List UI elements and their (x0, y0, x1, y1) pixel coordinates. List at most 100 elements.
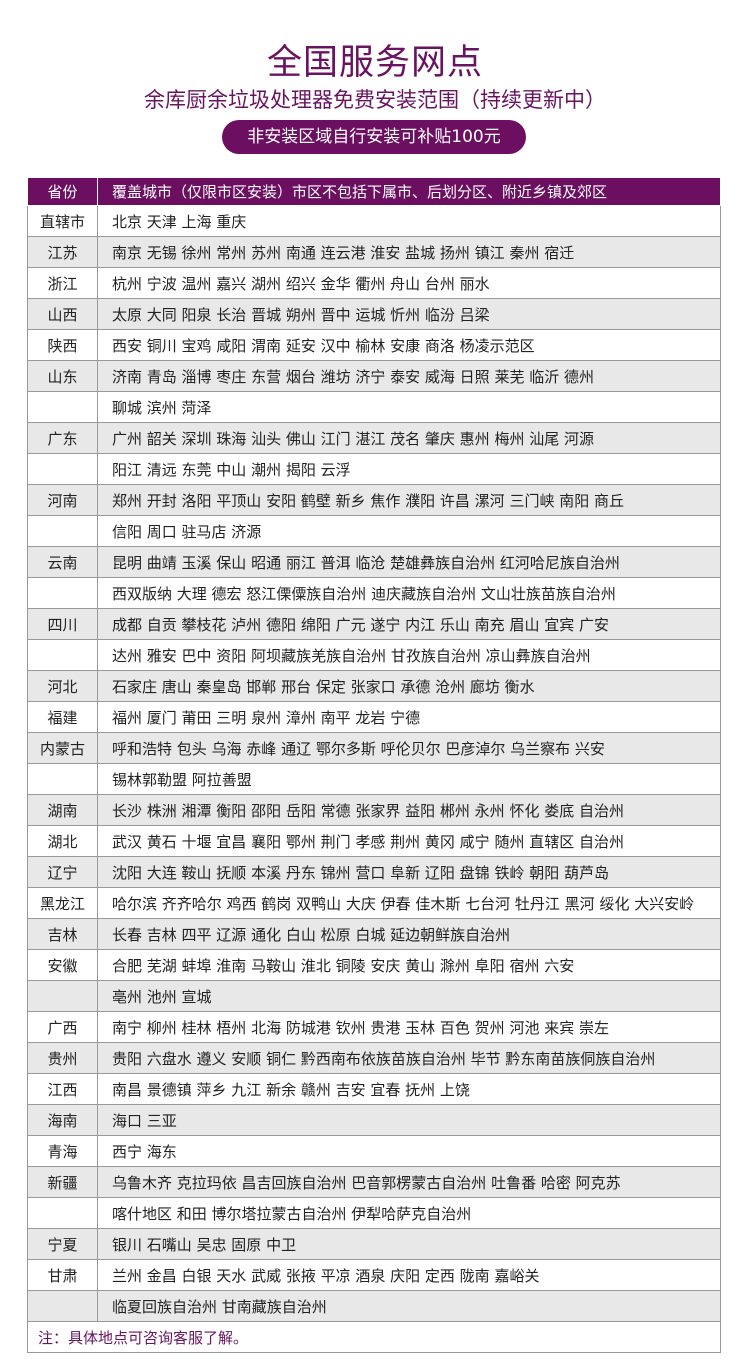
province-cell: 内蒙古 (27, 732, 98, 764)
province-cell: 云南 (27, 546, 98, 578)
cities-cell: 亳州 池州 宣城 (97, 980, 721, 1012)
table-row: 四川 成都 自贡 攀枝花 泸州 德阳 绵阳 广元 遂宁 内江 乐山 南充 眉山 宜… (27, 608, 721, 640)
cities-cell: 成都 自贡 攀枝花 泸州 德阳 绵阳 广元 遂宁 内江 乐山 南充 眉山 宜宾 … (97, 608, 721, 640)
province-cell: 江西 (27, 1073, 98, 1105)
province-cell: 安徽 (27, 949, 98, 981)
table-row: 山东 济南 青岛 淄博 枣庄 东营 烟台 潍坊 济宁 泰安 威海 日照 莱芜 临沂… (27, 360, 721, 392)
table-row: 信阳 周口 驻马店 济源 (27, 515, 721, 547)
table-row: 海南 海口 三亚 (27, 1104, 721, 1136)
province-cell (27, 453, 98, 485)
cities-cell: 贵阳 六盘水 遵义 安顺 铜仁 黔西南布依族苗族自治州 毕节 黔东南苗族侗族自治… (97, 1042, 721, 1074)
cities-cell: 喀什地区 和田 博尔塔拉蒙古自治州 伊犁哈萨克自治州 (97, 1197, 721, 1229)
header-province: 省份 (27, 177, 98, 206)
cities-cell: 南宁 柳州 桂林 梧州 北海 防城港 钦州 贵港 玉林 百色 贺州 河池 来宾 … (97, 1011, 721, 1043)
province-cell: 浙江 (27, 267, 98, 299)
province-cell: 宁夏 (27, 1228, 98, 1260)
province-cell: 黑龙江 (27, 887, 98, 919)
cities-cell: 兰州 金昌 白银 天水 武威 张掖 平凉 酒泉 庆阳 定西 陇南 嘉峪关 (97, 1259, 721, 1291)
cities-cell: 长沙 株洲 湘潭 衡阳 邵阳 岳阳 常德 张家界 益阳 郴州 永州 怀化 娄底 … (97, 794, 721, 826)
table-row: 喀什地区 和田 博尔塔拉蒙古自治州 伊犁哈萨克自治州 (27, 1197, 721, 1229)
province-cell: 广西 (27, 1011, 98, 1043)
cities-cell: 合肥 芜湖 蚌埠 淮南 马鞍山 淮北 铜陵 安庆 黄山 滁州 阜阳 宿州 六安 (97, 949, 721, 981)
province-cell (27, 1197, 98, 1229)
cities-cell: 沈阳 大连 鞍山 抚顺 本溪 丹东 锦州 营口 阜新 辽阳 盘锦 铁岭 朝阳 葫… (97, 856, 721, 888)
cities-cell: 杭州 宁波 温州 嘉兴 湖州 绍兴 金华 衢州 舟山 台州 丽水 (97, 267, 721, 299)
province-cell (27, 577, 98, 609)
table-row: 锡林郭勒盟 阿拉善盟 (27, 763, 721, 795)
cities-cell: 西安 铜川 宝鸡 咸阳 渭南 延安 汉中 榆林 安康 商洛 杨凌示范区 (97, 329, 721, 361)
province-cell: 江苏 (27, 236, 98, 268)
cities-cell: 信阳 周口 驻马店 济源 (97, 515, 721, 547)
table-header: 省份 覆盖城市（仅限市区安装）市区不包括下属市、后划分区、附近乡镇及郊区 (27, 177, 721, 206)
table-row: 陕西 西安 铜川 宝鸡 咸阳 渭南 延安 汉中 榆林 安康 商洛 杨凌示范区 (27, 329, 721, 361)
cities-cell: 乌鲁木齐 克拉玛依 昌吉回族自治州 巴音郭楞蒙古自治州 吐鲁番 哈密 阿克苏 (97, 1166, 721, 1198)
table-row: 湖南 长沙 株洲 湘潭 衡阳 邵阳 岳阳 常德 张家界 益阳 郴州 永州 怀化 娄… (27, 794, 721, 826)
cities-cell: 石家庄 唐山 秦皇岛 邯郸 邢台 保定 张家口 承德 沧州 廊坊 衡水 (97, 670, 721, 702)
table-row: 甘肃 兰州 金昌 白银 天水 武威 张掖 平凉 酒泉 庆阳 定西 陇南 嘉峪关 (27, 1259, 721, 1291)
table-row: 聊城 滨州 菏泽 (27, 391, 721, 423)
cities-cell: 海口 三亚 (97, 1104, 721, 1136)
province-cell: 山东 (27, 360, 98, 392)
table-row: 内蒙古 呼和浩特 包头 乌海 赤峰 通辽 鄂尔多斯 呼伦贝尔 巴彦淖尔 乌兰察布 … (27, 732, 721, 764)
cities-cell: 南京 无锡 徐州 常州 苏州 南通 连云港 淮安 盐城 扬州 镇江 秦州 宿迁 (97, 236, 721, 268)
table-row: 临夏回族自治州 甘南藏族自治州 (27, 1290, 721, 1322)
table-row: 广东 广州 韶关 深圳 珠海 汕头 佛山 江门 湛江 茂名 肇庆 惠州 梅州 汕尾… (27, 422, 721, 454)
table-row: 广西 南宁 柳州 桂林 梧州 北海 防城港 钦州 贵港 玉林 百色 贺州 河池 来… (27, 1011, 721, 1043)
note-row: 注：具体地点可咨询客服了解。 (27, 1321, 721, 1353)
subsidy-badge: 非安装区域自行安装可补贴100元 (222, 120, 526, 154)
cities-cell: 阳江 清远 东莞 中山 潮州 揭阳 云浮 (97, 453, 721, 485)
service-area-table: 省份 覆盖城市（仅限市区安装）市区不包括下属市、后划分区、附近乡镇及郊区 直辖市… (27, 177, 721, 1353)
province-cell: 福建 (27, 701, 98, 733)
province-cell: 贵州 (27, 1042, 98, 1074)
province-cell (27, 980, 98, 1012)
table-row: 达州 雅安 巴中 资阳 阿坝藏族羌族自治州 甘孜族自治州 凉山彝族自治州 (27, 639, 721, 671)
table-row: 直辖市 北京 天津 上海 重庆 (27, 205, 721, 237)
province-cell: 新疆 (27, 1166, 98, 1198)
cities-cell: 哈尔滨 齐齐哈尔 鸡西 鹤岗 双鸭山 大庆 伊春 佳木斯 七台河 牡丹江 黑河 … (97, 887, 721, 919)
cities-cell: 昆明 曲靖 玉溪 保山 昭通 丽江 普洱 临沧 楚雄彝族自治州 红河哈尼族自治州 (97, 546, 721, 578)
cities-cell: 西双版纳 大理 德宏 怒江傈僳族自治州 迪庆藏族自治州 文山壮族苗族自治州 (97, 577, 721, 609)
province-cell: 青海 (27, 1135, 98, 1167)
cities-cell: 呼和浩特 包头 乌海 赤峰 通辽 鄂尔多斯 呼伦贝尔 巴彦淖尔 乌兰察布 兴安 (97, 732, 721, 764)
province-cell: 河北 (27, 670, 98, 702)
province-cell: 湖北 (27, 825, 98, 857)
page-subtitle: 余库厨余垃圾处理器免费安装范围（持续更新中） (144, 88, 606, 112)
province-cell: 广东 (27, 422, 98, 454)
cities-cell: 广州 韶关 深圳 珠海 汕头 佛山 江门 湛江 茂名 肇庆 惠州 梅州 汕尾 河… (97, 422, 721, 454)
province-cell: 吉林 (27, 918, 98, 950)
table-row: 江苏 南京 无锡 徐州 常州 苏州 南通 连云港 淮安 盐城 扬州 镇江 秦州 宿… (27, 236, 721, 268)
table-row: 安徽 合肥 芜湖 蚌埠 淮南 马鞍山 淮北 铜陵 安庆 黄山 滁州 阜阳 宿州 六… (27, 949, 721, 981)
table-row: 亳州 池州 宣城 (27, 980, 721, 1012)
cities-cell: 银川 石嘴山 吴忠 固原 中卫 (97, 1228, 721, 1260)
table-row: 江西 南昌 景德镇 萍乡 九江 新余 赣州 吉安 宜春 抚州 上饶 (27, 1073, 721, 1105)
province-cell: 直辖市 (27, 205, 98, 237)
table-row: 贵州 贵阳 六盘水 遵义 安顺 铜仁 黔西南布依族苗族自治州 毕节 黔东南苗族侗族… (27, 1042, 721, 1074)
province-cell: 河南 (27, 484, 98, 516)
province-cell (27, 1290, 98, 1322)
province-cell: 山西 (27, 298, 98, 330)
province-cell: 湖南 (27, 794, 98, 826)
province-cell (27, 763, 98, 795)
cities-cell: 太原 大同 阳泉 长治 晋城 朔州 晋中 运城 忻州 临汾 吕梁 (97, 298, 721, 330)
table-row: 阳江 清远 东莞 中山 潮州 揭阳 云浮 (27, 453, 721, 485)
table-row: 吉林 长春 吉林 四平 辽源 通化 白山 松原 白城 延边朝鲜族自治州 (27, 918, 721, 950)
table-row: 辽宁 沈阳 大连 鞍山 抚顺 本溪 丹东 锦州 营口 阜新 辽阳 盘锦 铁岭 朝阳… (27, 856, 721, 888)
table-row: 宁夏 银川 石嘴山 吴忠 固原 中卫 (27, 1228, 721, 1260)
province-cell: 陕西 (27, 329, 98, 361)
table-row: 河北 石家庄 唐山 秦皇岛 邯郸 邢台 保定 张家口 承德 沧州 廊坊 衡水 (27, 670, 721, 702)
cities-cell: 北京 天津 上海 重庆 (97, 205, 721, 237)
cities-cell: 济南 青岛 淄博 枣庄 东营 烟台 潍坊 济宁 泰安 威海 日照 莱芜 临沂 德… (97, 360, 721, 392)
page-title: 全国服务网点 (266, 43, 483, 83)
province-cell (27, 639, 98, 671)
table-row: 云南 昆明 曲靖 玉溪 保山 昭通 丽江 普洱 临沧 楚雄彝族自治州 红河哈尼族自… (27, 546, 721, 578)
header-cities: 覆盖城市（仅限市区安装）市区不包括下属市、后划分区、附近乡镇及郊区 (97, 177, 721, 206)
table-row: 福建 福州 厦门 莆田 三明 泉州 漳州 南平 龙岩 宁德 (27, 701, 721, 733)
table-row: 浙江 杭州 宁波 温州 嘉兴 湖州 绍兴 金华 衢州 舟山 台州 丽水 (27, 267, 721, 299)
cities-cell: 西宁 海东 (97, 1135, 721, 1167)
table-row: 山西 太原 大同 阳泉 长治 晋城 朔州 晋中 运城 忻州 临汾 吕梁 (27, 298, 721, 330)
cities-cell: 郑州 开封 洛阳 平顶山 安阳 鹤壁 新乡 焦作 濮阳 许昌 漯河 三门峡 南阳… (97, 484, 721, 516)
province-cell (27, 515, 98, 547)
province-cell (27, 391, 98, 423)
province-cell: 辽宁 (27, 856, 98, 888)
cities-cell: 福州 厦门 莆田 三明 泉州 漳州 南平 龙岩 宁德 (97, 701, 721, 733)
